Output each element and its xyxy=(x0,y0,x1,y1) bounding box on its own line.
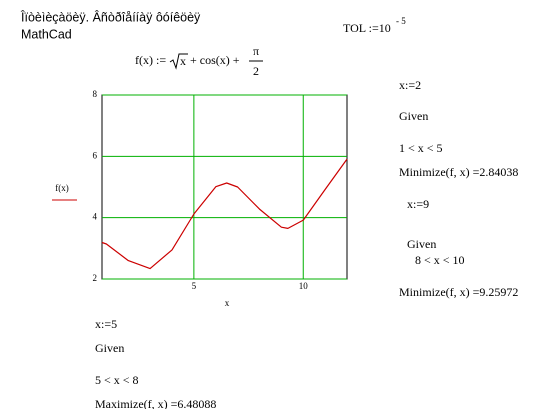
formula-lhs: f(x) := xyxy=(135,53,166,67)
y-tick-label: 4 xyxy=(93,212,98,222)
formula-radicand: x xyxy=(180,54,186,68)
x-tick-label: 5 xyxy=(192,281,197,291)
sqrt-sign xyxy=(169,53,188,70)
app-name: MathCad xyxy=(21,27,72,41)
math-block: Given xyxy=(399,109,428,123)
math-block: Given xyxy=(407,237,436,251)
math-block: Maximize(f, x) =6.48088 xyxy=(95,397,216,409)
y-axis-label: f(x) xyxy=(55,183,69,193)
math-block: x:=9 xyxy=(407,197,429,211)
x-tick-label: 10 xyxy=(299,281,309,291)
formula-denominator: 2 xyxy=(253,64,259,78)
math-block: x:=2 xyxy=(399,78,421,92)
plot-frame xyxy=(101,94,348,280)
curve xyxy=(101,158,348,270)
math-block: x:=5 xyxy=(95,317,117,331)
math-block: Minimize(f, x) =2.84038 xyxy=(399,165,518,179)
math-block: 1 < x < 5 xyxy=(399,141,443,155)
formula-numerator: π xyxy=(253,44,259,58)
math-block: 5 < x < 8 xyxy=(95,373,139,387)
tol-exponent: - 5 xyxy=(396,16,406,26)
tol-definition: TOL :=10 xyxy=(343,21,391,35)
math-block: 8 < x < 10 xyxy=(415,253,465,267)
math-block: Minimize(f, x) =9.25972 xyxy=(399,285,518,299)
title: Îïòèìèçàöèÿ. Âñòðîåííàÿ ôóíêöèÿ xyxy=(20,9,201,24)
y-tick-label: 6 xyxy=(93,150,98,160)
math-block: Given xyxy=(95,341,124,355)
y-tick-label: 8 xyxy=(93,89,98,99)
formula-middle: + cos(x) + xyxy=(190,53,240,67)
y-tick-label: 2 xyxy=(93,273,98,283)
x-axis-label: x xyxy=(225,298,230,308)
